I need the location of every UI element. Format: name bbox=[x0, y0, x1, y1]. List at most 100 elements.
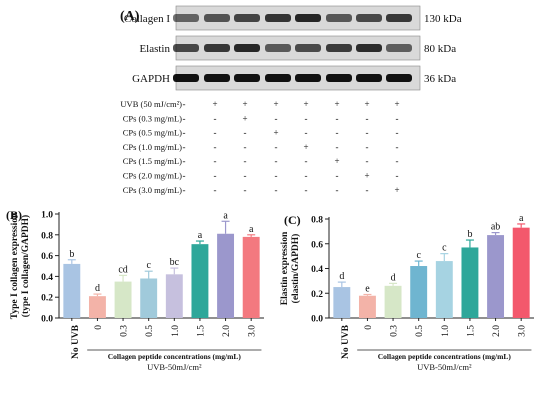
significance-letter: a bbox=[223, 210, 228, 221]
treatment-sign: - bbox=[214, 171, 217, 181]
x-tick-label: 0.3 bbox=[120, 325, 130, 337]
blot-band bbox=[295, 14, 321, 22]
treatment-label: CPs (0.5 mg/mL) bbox=[123, 128, 182, 138]
y-tick-label: 0.2 bbox=[41, 294, 53, 304]
treatment-sign: + bbox=[394, 99, 399, 109]
blot-band bbox=[356, 14, 382, 22]
treatment-sign: - bbox=[275, 142, 278, 152]
treatment-sign: + bbox=[242, 113, 247, 123]
treatment-sign: - bbox=[183, 99, 186, 109]
x-axis-label-secondary: UVB-50mJ/cm² bbox=[417, 362, 472, 372]
bar bbox=[384, 285, 402, 318]
blot-size-label: 80 kDa bbox=[424, 43, 456, 55]
bar bbox=[410, 266, 428, 318]
x-tick-label: 0.3 bbox=[390, 325, 400, 337]
treatment-sign: - bbox=[366, 113, 369, 123]
treatment-sign: - bbox=[183, 156, 186, 166]
y-tick-label: 0.0 bbox=[311, 315, 323, 325]
x-tick-label: 0.5 bbox=[415, 325, 425, 337]
panel-a-label: (A) bbox=[120, 9, 140, 24]
treatment-sign: - bbox=[244, 142, 247, 152]
blot-band bbox=[204, 14, 230, 22]
bar bbox=[88, 296, 106, 318]
blot-size-label: 130 kDa bbox=[424, 13, 462, 25]
treatment-sign: - bbox=[396, 142, 399, 152]
blot-protein-label: Collagen I bbox=[124, 13, 170, 25]
bar bbox=[191, 244, 209, 318]
significance-letter: d bbox=[95, 283, 100, 294]
treatment-sign: - bbox=[305, 113, 308, 123]
treatment-label: CPs (1.0 mg/mL) bbox=[123, 142, 182, 152]
x-tick-label: 1.5 bbox=[466, 325, 476, 337]
blot-band bbox=[326, 14, 352, 22]
blot-band bbox=[326, 74, 352, 82]
treatment-sign: - bbox=[214, 128, 217, 138]
treatment-sign: + bbox=[273, 128, 278, 138]
blot-band bbox=[204, 74, 230, 82]
treatment-sign: - bbox=[183, 142, 186, 152]
treatment-label: UVB (50 mJ/cm²) bbox=[120, 99, 182, 109]
x-tick-label: No UVB bbox=[71, 324, 81, 359]
treatment-sign: + bbox=[394, 185, 399, 195]
treatment-sign: + bbox=[242, 99, 247, 109]
treatment-sign: - bbox=[183, 113, 186, 123]
significance-letter: b bbox=[69, 249, 74, 260]
x-tick-label: 2.0 bbox=[492, 325, 502, 337]
treatment-sign: - bbox=[396, 171, 399, 181]
blot-band bbox=[265, 74, 291, 82]
treatment-sign: - bbox=[275, 185, 278, 195]
blot-band bbox=[265, 14, 291, 22]
blot-band bbox=[295, 44, 321, 52]
significance-letter: a bbox=[519, 213, 524, 224]
x-tick-label: 0 bbox=[94, 325, 104, 330]
blot-band bbox=[204, 44, 230, 52]
treatment-sign: - bbox=[336, 142, 339, 152]
bar bbox=[140, 278, 158, 318]
x-tick-label: No UVB bbox=[341, 324, 351, 359]
panel-label: (C) bbox=[284, 213, 301, 227]
blot-band bbox=[356, 74, 382, 82]
blot-band bbox=[295, 74, 321, 82]
bar bbox=[333, 287, 351, 318]
treatment-sign: - bbox=[214, 185, 217, 195]
chart-b-collagen: (B)Type I collagen expression (type I col… bbox=[6, 208, 264, 372]
treatment-sign: - bbox=[305, 156, 308, 166]
treatment-label: CPs (3.0 mg/mL) bbox=[123, 185, 182, 195]
bar bbox=[165, 274, 183, 318]
panel-label: (B) bbox=[6, 208, 22, 222]
treatment-sign: + bbox=[334, 99, 339, 109]
y-axis-label: Elastin expression bbox=[280, 231, 290, 305]
y-tick-label: 0.0 bbox=[41, 315, 53, 325]
significance-letter: d bbox=[339, 271, 344, 282]
y-tick-label: 0.8 bbox=[311, 216, 323, 226]
treatment-sign: + bbox=[334, 156, 339, 166]
blot-band bbox=[234, 74, 260, 82]
bar bbox=[512, 227, 530, 318]
treatment-sign: + bbox=[303, 99, 308, 109]
treatment-sign: - bbox=[336, 171, 339, 181]
treatment-sign: - bbox=[336, 128, 339, 138]
significance-letter: bc bbox=[170, 257, 180, 268]
treatment-sign: - bbox=[396, 156, 399, 166]
treatment-sign: - bbox=[244, 185, 247, 195]
x-axis-label: Collagen peptide concentrations (mg/mL) bbox=[108, 352, 242, 361]
x-tick-label: 3.0 bbox=[248, 325, 258, 337]
blot-band bbox=[386, 44, 412, 52]
x-axis-label-secondary: UVB-50mJ/cm² bbox=[147, 362, 202, 372]
x-tick-label: 1.0 bbox=[171, 325, 181, 337]
treatment-table: UVB (50 mJ/cm²) - + + + + + + +CPs (0.3 mg/mL) - -… bbox=[120, 99, 399, 195]
y-axis-label-units: (elastin/GAPDH) bbox=[290, 234, 301, 304]
treatment-sign: - bbox=[244, 156, 247, 166]
significance-letter: d bbox=[391, 272, 396, 283]
x-tick-label: 3.0 bbox=[518, 325, 528, 337]
significance-letter: cd bbox=[118, 264, 127, 275]
treatment-sign: - bbox=[183, 185, 186, 195]
y-tick-label: 0.6 bbox=[311, 240, 323, 250]
bar bbox=[487, 235, 505, 318]
significance-letter: e bbox=[365, 283, 370, 294]
treatment-sign: - bbox=[366, 128, 369, 138]
x-axis-label: Collagen peptide concentrations (mg/mL) bbox=[378, 352, 512, 361]
treatment-sign: - bbox=[336, 113, 339, 123]
treatment-sign: - bbox=[275, 156, 278, 166]
treatment-sign: - bbox=[305, 128, 308, 138]
